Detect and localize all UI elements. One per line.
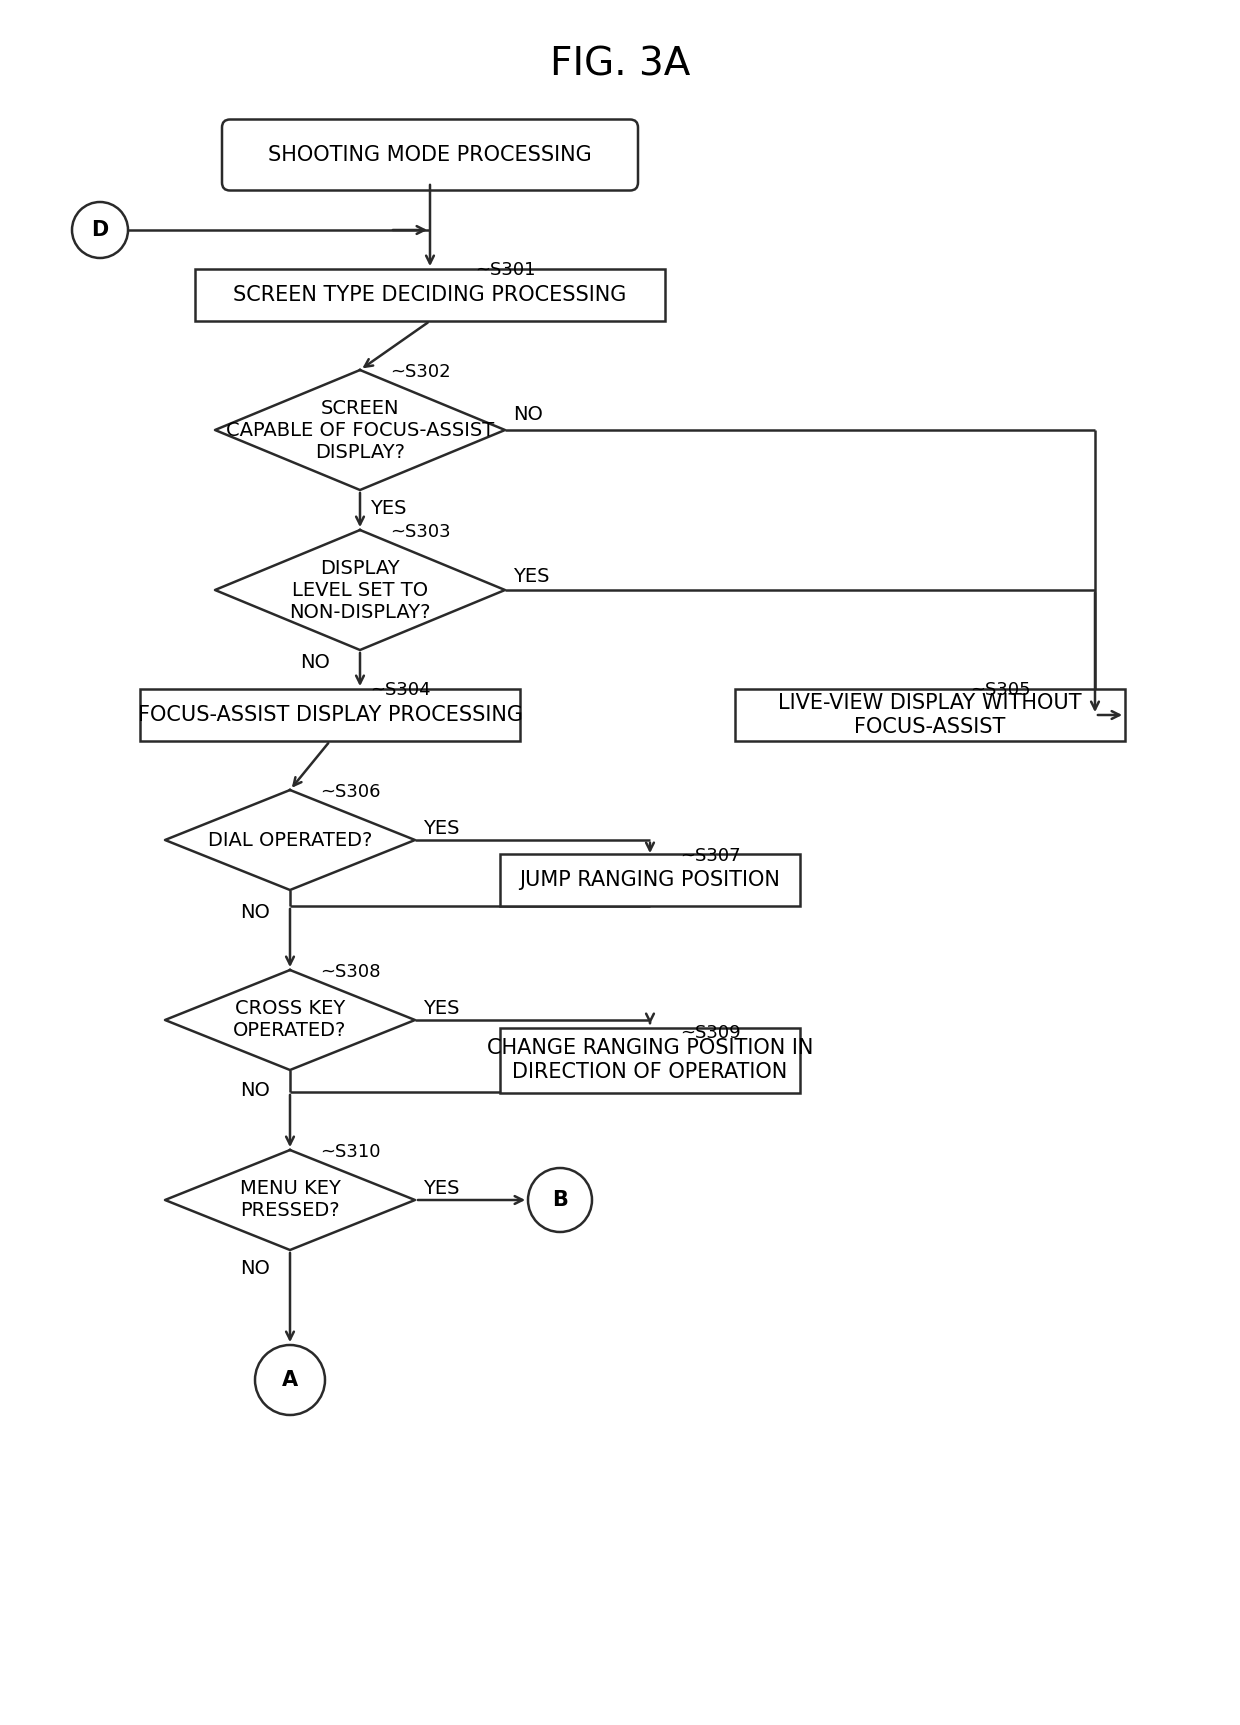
Text: SHOOTING MODE PROCESSING: SHOOTING MODE PROCESSING — [268, 145, 591, 166]
Text: ~S310: ~S310 — [320, 1144, 381, 1161]
Text: ~S309: ~S309 — [680, 1025, 740, 1042]
Text: ~S308: ~S308 — [320, 963, 381, 982]
Text: ~S306: ~S306 — [320, 783, 381, 800]
Text: MENU KEY
PRESSED?: MENU KEY PRESSED? — [239, 1180, 341, 1221]
Text: ~S307: ~S307 — [680, 847, 740, 864]
Bar — [140, 688, 520, 742]
Text: ~S305: ~S305 — [970, 681, 1030, 699]
Text: YES: YES — [423, 1178, 460, 1197]
Text: ~S303: ~S303 — [391, 523, 450, 542]
Text: JUMP RANGING POSITION: JUMP RANGING POSITION — [520, 869, 780, 890]
Text: B: B — [552, 1190, 568, 1209]
Polygon shape — [165, 969, 415, 1070]
Bar — [735, 688, 1125, 742]
Text: FIG. 3A: FIG. 3A — [549, 47, 691, 85]
FancyBboxPatch shape — [222, 119, 639, 190]
Polygon shape — [165, 1151, 415, 1251]
Text: FOCUS-ASSIST DISPLAY PROCESSING: FOCUS-ASSIST DISPLAY PROCESSING — [138, 706, 522, 724]
Text: NO: NO — [513, 405, 543, 424]
Text: NO: NO — [241, 1080, 270, 1099]
Text: NO: NO — [241, 1259, 270, 1278]
Text: ~S304: ~S304 — [370, 681, 430, 699]
Text: YES: YES — [513, 568, 549, 586]
Text: ~S302: ~S302 — [391, 362, 450, 381]
Text: YES: YES — [370, 499, 407, 518]
Text: CHANGE RANGING POSITION IN
DIRECTION OF OPERATION: CHANGE RANGING POSITION IN DIRECTION OF … — [487, 1038, 813, 1082]
Text: DISPLAY
LEVEL SET TO
NON-DISPLAY?: DISPLAY LEVEL SET TO NON-DISPLAY? — [289, 559, 430, 621]
Text: LIVE-VIEW DISPLAY WITHOUT
FOCUS-ASSIST: LIVE-VIEW DISPLAY WITHOUT FOCUS-ASSIST — [779, 693, 1081, 737]
Polygon shape — [215, 369, 505, 490]
Circle shape — [72, 202, 128, 259]
Text: YES: YES — [423, 999, 460, 1018]
Text: SCREEN TYPE DECIDING PROCESSING: SCREEN TYPE DECIDING PROCESSING — [233, 285, 626, 305]
Text: CROSS KEY
OPERATED?: CROSS KEY OPERATED? — [233, 999, 347, 1040]
Circle shape — [255, 1346, 325, 1414]
Text: NO: NO — [300, 654, 330, 673]
Bar — [195, 269, 665, 321]
Text: D: D — [92, 221, 109, 240]
Polygon shape — [165, 790, 415, 890]
Text: DIAL OPERATED?: DIAL OPERATED? — [208, 830, 372, 849]
Circle shape — [528, 1168, 591, 1232]
Bar — [500, 1028, 800, 1092]
Text: SCREEN
CAPABLE OF FOCUS-ASSIST
DISPLAY?: SCREEN CAPABLE OF FOCUS-ASSIST DISPLAY? — [226, 398, 494, 462]
Bar — [500, 854, 800, 906]
Text: YES: YES — [423, 818, 460, 838]
Polygon shape — [215, 530, 505, 650]
Text: A: A — [281, 1370, 298, 1390]
Text: ~S301: ~S301 — [475, 260, 536, 279]
Text: NO: NO — [241, 904, 270, 923]
